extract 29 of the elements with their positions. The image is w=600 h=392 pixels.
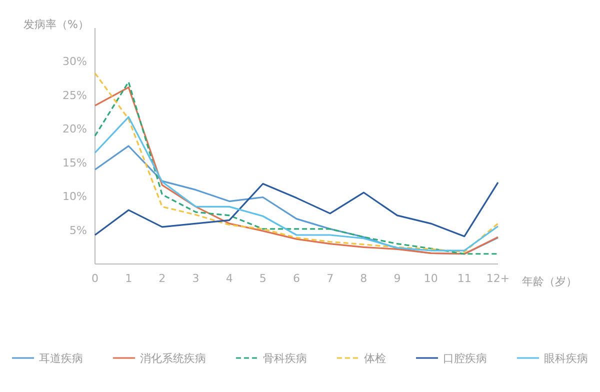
legend-label: 耳道疾病 — [39, 352, 83, 365]
legend-label: 骨科疾病 — [263, 352, 307, 365]
y-tick-label: 30% — [62, 55, 87, 68]
legend-label: 消化系统疾病 — [140, 352, 206, 365]
x-tick-label: 0 — [92, 272, 98, 285]
y-tick-label: 5% — [70, 224, 87, 237]
x-tick-label: 6 — [293, 272, 300, 285]
x-tick-label: 8 — [360, 272, 368, 285]
x-tick-label: 10 — [424, 272, 438, 285]
y-tick-label: 15% — [62, 156, 87, 170]
line-series — [94, 116, 499, 252]
x-tick-label: 9 — [394, 272, 401, 285]
x-tick-label: 4 — [226, 272, 233, 285]
y-tick-label: 25% — [62, 88, 87, 102]
x-tick-label: 11 — [457, 272, 472, 285]
x-axis-title: 年龄（岁） — [522, 275, 577, 288]
x-tick-label: 7 — [326, 272, 334, 285]
x-tick-label: 1 — [125, 272, 132, 285]
legend-label: 口腔疾病 — [443, 352, 487, 365]
x-tick-label: 3 — [192, 272, 200, 285]
legend-label: 体检 — [364, 352, 386, 365]
y-axis-title: 发病率（%） — [24, 18, 89, 31]
y-tick-label: 20% — [62, 122, 87, 136]
x-tick-label: 5 — [259, 272, 266, 285]
y-tick-label: 10% — [62, 190, 87, 204]
x-tick-label: 2 — [158, 272, 166, 285]
legend-label: 眼科疾病 — [544, 352, 588, 365]
line-series — [94, 182, 499, 238]
x-tick-label: 12+ — [486, 272, 510, 285]
